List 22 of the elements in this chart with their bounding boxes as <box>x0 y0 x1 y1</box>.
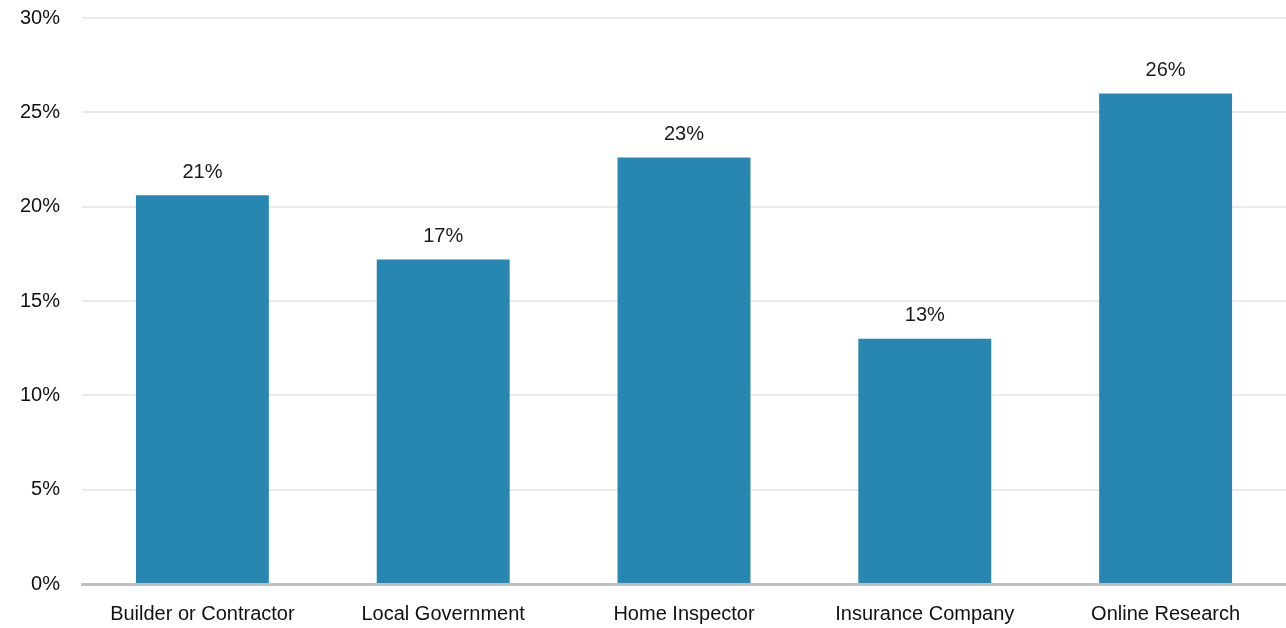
bar <box>1099 93 1233 583</box>
data-label: 23% <box>663 122 705 145</box>
x-tick-label: Online Research <box>1091 601 1241 624</box>
x-tick-label: Builder or Contractor <box>110 601 295 624</box>
y-tick-label: 0% <box>31 571 61 594</box>
data-label: 17% <box>423 224 464 247</box>
y-tick-label: 20% <box>19 194 61 217</box>
x-tick-label: Insurance Company <box>835 601 1015 624</box>
bar <box>135 195 269 583</box>
bar <box>617 157 751 583</box>
y-tick-label: 5% <box>31 477 61 500</box>
x-tick-label: Home Inspector <box>613 601 755 624</box>
data-label: 21% <box>182 159 223 182</box>
x-tick-label: Local Government <box>361 601 526 624</box>
data-label: 13% <box>904 303 946 326</box>
bar <box>376 259 510 583</box>
y-tick-label: 30% <box>19 5 61 28</box>
y-tick-label: 15% <box>19 288 61 311</box>
y-tick-label: 25% <box>19 99 61 122</box>
data-label: 26% <box>1145 57 1186 80</box>
bar <box>858 338 992 583</box>
y-tick-label: 10% <box>19 382 61 405</box>
